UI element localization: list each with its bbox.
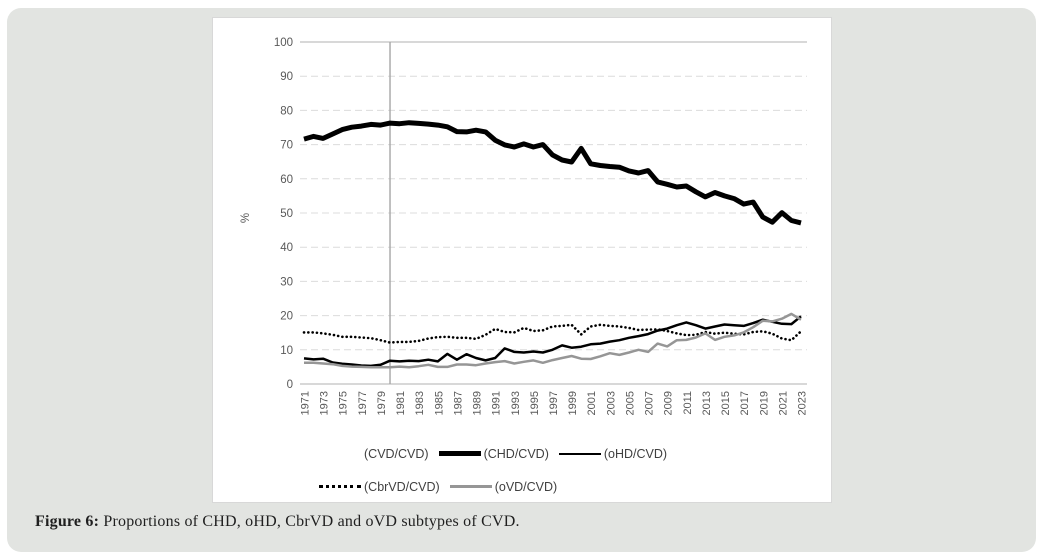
svg-text:1977: 1977 bbox=[357, 391, 369, 415]
svg-text:2005: 2005 bbox=[624, 391, 636, 415]
svg-text:1971: 1971 bbox=[300, 391, 312, 415]
svg-text:1981: 1981 bbox=[395, 391, 407, 415]
svg-text:0: 0 bbox=[287, 379, 293, 391]
svg-text:2001: 2001 bbox=[586, 391, 598, 415]
svg-text:1989: 1989 bbox=[472, 391, 484, 415]
svg-text:1997: 1997 bbox=[548, 391, 560, 415]
svg-text:2011: 2011 bbox=[682, 391, 694, 415]
figure-caption: Figure 6: Proportions of CHD, oHD, CbrVD… bbox=[35, 513, 520, 531]
svg-text:60: 60 bbox=[280, 174, 293, 186]
legend-label-ovd: (oVD/CVD) bbox=[494, 479, 558, 494]
svg-text:30: 30 bbox=[280, 276, 293, 288]
legend-label-cbrvd: (CbrVD/CVD) bbox=[364, 479, 440, 494]
ovd-line-swatch-icon bbox=[449, 485, 492, 488]
svg-text:2003: 2003 bbox=[605, 391, 617, 415]
svg-text:1985: 1985 bbox=[433, 391, 445, 415]
svg-text:1999: 1999 bbox=[567, 391, 579, 415]
legend-row-1: (CVD/CVD) (CHD/CVD) (oHD/CVD) bbox=[319, 437, 789, 470]
svg-text:1991: 1991 bbox=[491, 391, 503, 415]
svg-text:1993: 1993 bbox=[510, 391, 522, 415]
svg-text:1983: 1983 bbox=[414, 391, 426, 415]
svg-text:2021: 2021 bbox=[777, 391, 789, 415]
svg-text:1979: 1979 bbox=[376, 391, 388, 415]
svg-text:100: 100 bbox=[274, 37, 293, 49]
legend-row-2: (CbrVD/CVD) (oVD/CVD) bbox=[319, 470, 789, 503]
legend-item-cvd: (CVD/CVD) bbox=[319, 447, 429, 461]
y-axis-label: % bbox=[240, 213, 252, 223]
svg-text:1975: 1975 bbox=[338, 391, 350, 415]
svg-text:50: 50 bbox=[280, 208, 293, 220]
legend-item-cbrvd: (CbrVD/CVD) bbox=[319, 480, 440, 494]
chart-legend: (CVD/CVD) (CHD/CVD) (oHD/CVD) (CbrVD/CVD… bbox=[319, 437, 789, 503]
legend-label-chd: (CHD/CVD) bbox=[483, 446, 549, 461]
svg-text:1987: 1987 bbox=[452, 391, 464, 415]
chd-line-swatch-icon bbox=[438, 451, 481, 456]
legend-item-ovd: (oVD/CVD) bbox=[449, 479, 558, 494]
svg-text:1995: 1995 bbox=[529, 391, 541, 415]
legend-label-ohd: (oHD/CVD) bbox=[603, 446, 668, 461]
svg-text:2007: 2007 bbox=[644, 391, 656, 415]
svg-text:1973: 1973 bbox=[319, 391, 331, 415]
svg-text:2023: 2023 bbox=[797, 391, 809, 415]
cvd-line-swatch-icon bbox=[319, 452, 361, 455]
svg-text:2015: 2015 bbox=[720, 391, 732, 415]
svg-text:20: 20 bbox=[280, 311, 293, 323]
svg-text:40: 40 bbox=[280, 242, 293, 254]
svg-text:80: 80 bbox=[280, 105, 293, 117]
legend-item-chd: (CHD/CVD) bbox=[438, 446, 549, 461]
chart-panel: 0 10 20 30 40 50 60 70 80 90 100 1971 1973 1975 1977 19… bbox=[212, 17, 832, 503]
svg-text:90: 90 bbox=[280, 71, 293, 83]
cbrvd-line-swatch-icon bbox=[319, 485, 361, 488]
legend-item-ohd: (oHD/CVD) bbox=[558, 446, 668, 461]
svg-text:70: 70 bbox=[280, 140, 293, 152]
figure-caption-prefix: Figure 6: bbox=[35, 513, 100, 530]
chart-svg: 0 10 20 30 40 50 60 70 80 90 100 1971 1973 1975 1977 19… bbox=[240, 37, 809, 415]
svg-text:2013: 2013 bbox=[701, 391, 713, 415]
figure-caption-text: Proportions of CHD, oHD, CbrVD and oVD s… bbox=[99, 513, 520, 530]
legend-label-cvd: (CVD/CVD) bbox=[364, 446, 429, 461]
svg-text:2009: 2009 bbox=[663, 391, 675, 415]
svg-text:2017: 2017 bbox=[739, 391, 751, 415]
ohd-line-swatch-icon bbox=[558, 452, 601, 455]
svg-text:2019: 2019 bbox=[758, 391, 770, 415]
svg-text:10: 10 bbox=[280, 345, 293, 357]
